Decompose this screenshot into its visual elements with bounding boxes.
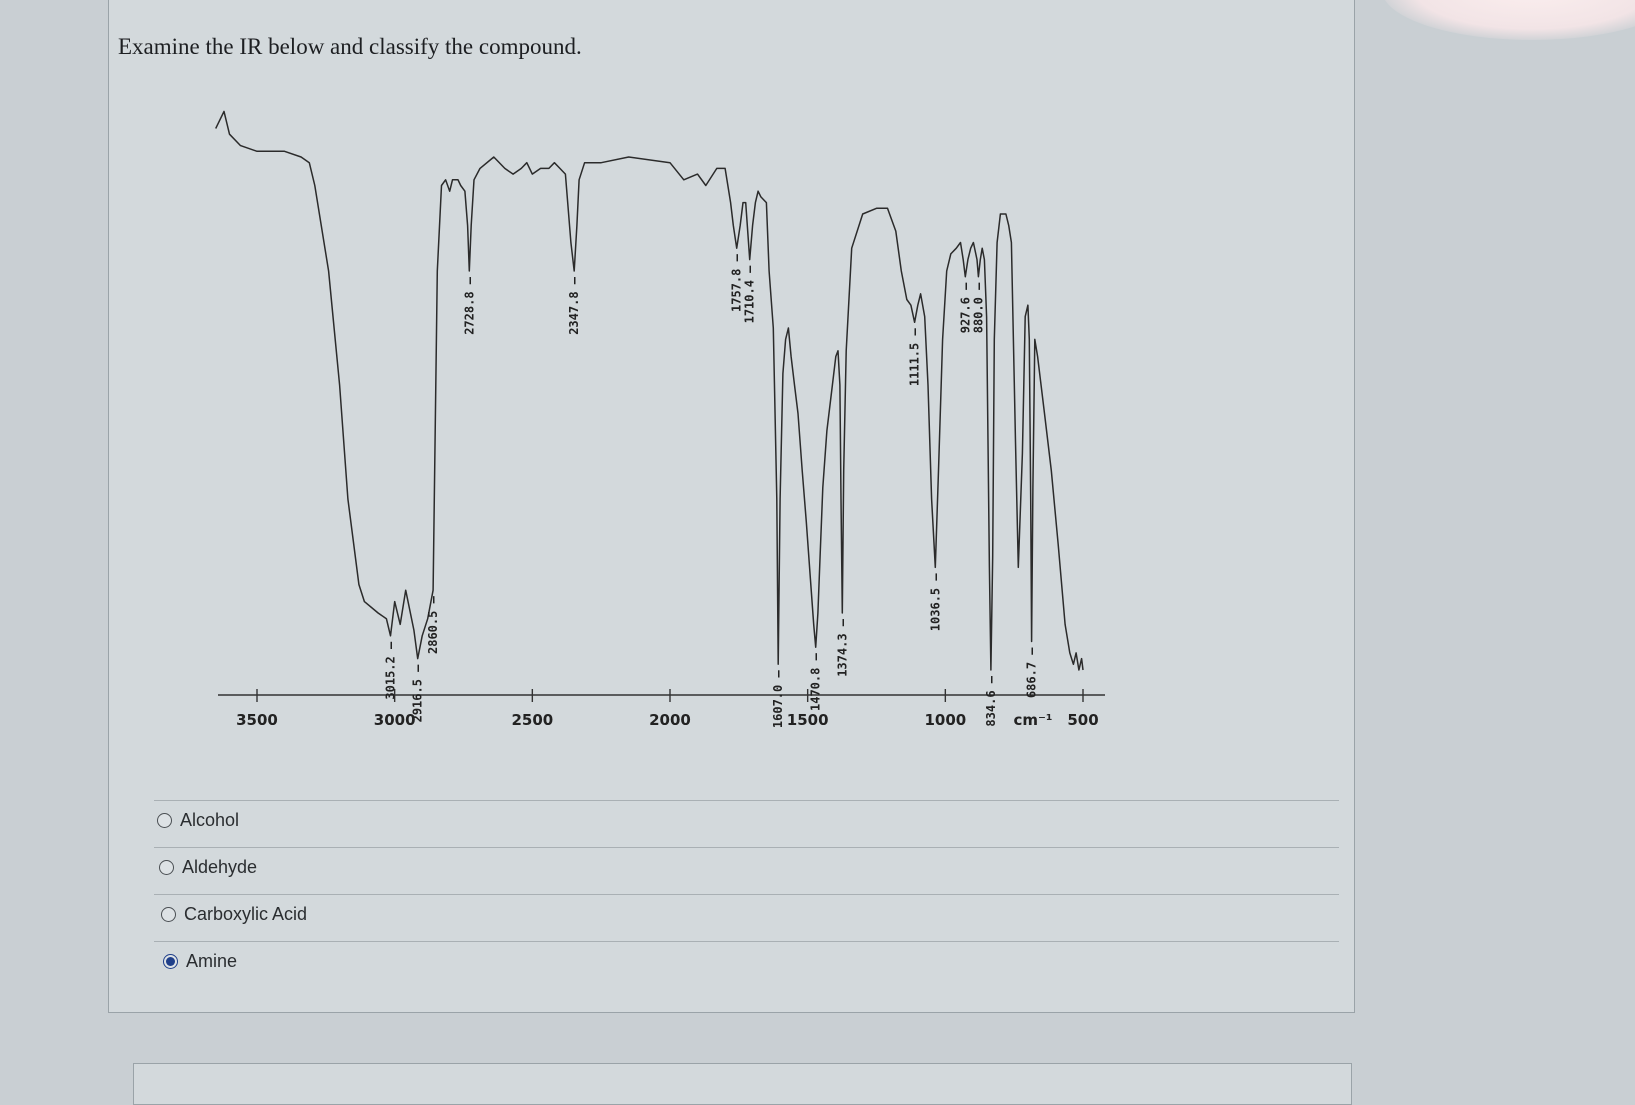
x-tick-label: 1000 <box>924 711 966 729</box>
option-label: Carboxylic Acid <box>184 903 308 924</box>
peak-label: 2347.8 — <box>567 276 581 335</box>
peak-label: 834.6 — <box>984 675 998 726</box>
peak-label: 2860.5 — <box>426 595 440 654</box>
radio-button[interactable] <box>161 906 176 922</box>
peak-label: 2728.8 — <box>462 276 476 335</box>
x-tick-label: 3500 <box>236 711 278 729</box>
radio-button[interactable] <box>157 812 172 828</box>
option-divider <box>154 941 1339 942</box>
ir-spectrum-chart: 3500 3000 2500 2000 1500 1000 500 cm⁻¹ 3015.2 — 2… <box>215 110 1105 729</box>
spectrum-series-line <box>215 110 1084 671</box>
peak-label: 880.0 — <box>971 282 985 333</box>
x-tick-label: 500 <box>1067 711 1098 729</box>
option-label: Aldehyde <box>182 856 258 877</box>
peak-label: 927.6 — <box>958 282 972 333</box>
peak-label: 1111.5 — <box>908 328 922 387</box>
peak-label: 1607.0 — <box>771 670 785 729</box>
option-divider <box>154 894 1339 895</box>
peak-label: 2916.5 — <box>411 664 425 723</box>
peak-label: 686.7 — <box>1025 647 1039 698</box>
option-aldehyde[interactable]: Aldehyde <box>159 853 257 881</box>
x-tick-label: 2000 <box>649 711 691 729</box>
next-question-card <box>133 1063 1352 1105</box>
x-tick-label: 3000 <box>374 711 416 729</box>
option-label: Alcohol <box>180 809 240 830</box>
peak-label: 3015.2 — <box>384 641 398 700</box>
peak-label: 1757.8 — <box>730 253 744 312</box>
question-card <box>108 0 1355 1013</box>
option-label: Amine <box>186 950 238 971</box>
option-divider <box>154 847 1339 848</box>
question-text: Examine the IR below and classify the co… <box>118 34 582 59</box>
peak-label: 1470.8 — <box>809 652 823 711</box>
radio-button[interactable] <box>163 953 178 969</box>
radio-button[interactable] <box>159 859 174 875</box>
x-axis-unit-label: cm⁻¹ <box>1013 711 1052 729</box>
option-divider <box>154 800 1339 801</box>
peak-label: 1710.4 — <box>743 265 757 324</box>
option-alcohol[interactable]: Alcohol <box>157 806 239 834</box>
peak-label: 1374.3 — <box>835 618 849 677</box>
peak-label: 1036.5 — <box>928 573 942 632</box>
option-amine[interactable]: Amine <box>163 947 237 975</box>
x-tick-label: 1500 <box>787 711 829 729</box>
option-carboxylic-acid[interactable]: Carboxylic Acid <box>161 900 307 928</box>
x-tick-label: 2500 <box>511 711 553 729</box>
radio-selected-dot <box>166 956 175 966</box>
